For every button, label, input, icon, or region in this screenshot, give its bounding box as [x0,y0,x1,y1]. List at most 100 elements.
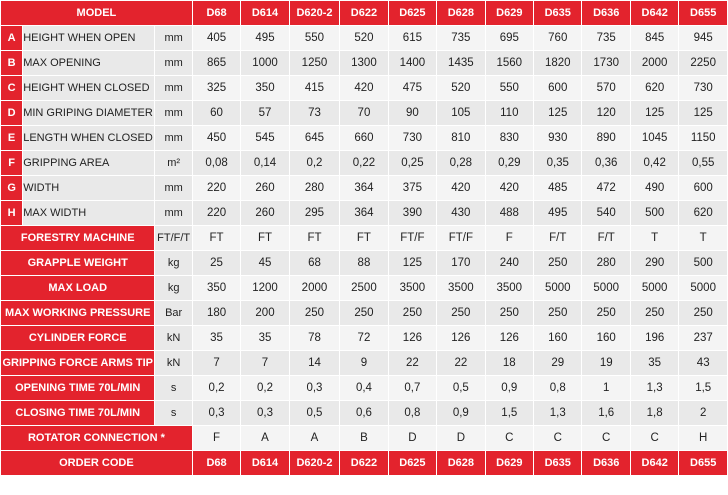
spec-value: 3500 [484,275,535,301]
dimension-value: 1435 [436,50,486,76]
spec-value: 0,8 [387,400,438,426]
spec-value: 29 [533,350,583,376]
dimension-value: 520 [436,75,486,101]
dimension-value: 350 [240,75,290,101]
dimension-value: 260 [240,200,290,226]
spec-value: 25 [191,250,242,276]
dimension-value: 60 [191,100,242,126]
order-code: D614 [240,450,290,476]
dimension-value: 730 [387,125,438,151]
spec-label: MAX LOAD [0,275,156,301]
spec-value: 250 [678,300,728,326]
dimension-letter: C [0,75,24,101]
dimension-value: 405 [191,25,242,51]
dimension-value: 415 [288,75,341,101]
spec-value: 7 [191,350,242,376]
spec-value: 350 [191,275,242,301]
spec-value: 250 [484,300,535,326]
spec-value: 160 [533,325,583,351]
spec-value: 3500 [387,275,438,301]
dimension-value: 1300 [339,50,389,76]
spec-value: 237 [678,325,728,351]
dimension-value: 735 [581,25,631,51]
model-name: D620-2 [288,0,341,26]
dimension-value: 0,14 [240,150,290,176]
spec-value: 0,3 [288,375,341,401]
spec-value: 5000 [533,275,583,301]
spec-row: GRAPPLE WEIGHT kg 25 45 68 88 125 170 240 250 280 2… [0,250,728,276]
spec-value: 0,3 [191,400,242,426]
dimension-value: 600 [678,175,728,201]
dimension-label: MAX WIDTH [22,200,156,226]
spec-value: 0,5 [436,375,486,401]
spec-value: 250 [533,300,583,326]
dimension-letter: E [0,125,24,151]
spec-value: 125 [387,250,438,276]
model-name: D655 [678,0,728,26]
dimension-letter: H [0,200,24,226]
spec-value: 0,8 [533,375,583,401]
dimension-value: 890 [581,125,631,151]
dimension-label: MIN GRIPING DIAMETER [22,100,156,126]
dimension-value: 1000 [240,50,290,76]
dimension-unit: mm [154,75,193,101]
dimension-value: 0,29 [484,150,535,176]
spec-unit: s [154,375,193,401]
dimension-value: 125 [629,100,680,126]
dimension-value: 0,36 [581,150,631,176]
spec-value: F [484,225,535,251]
dimension-value: 450 [191,125,242,151]
spec-value: T [629,225,680,251]
dimension-row: H MAX WIDTH mm 220 260 295 364 390 430 488 495 540 5… [0,200,728,226]
dimension-value: 620 [678,200,728,226]
spec-value: T [678,225,728,251]
spec-value: 3500 [436,275,486,301]
dimension-value: 488 [484,200,535,226]
spec-value: 2 [678,400,728,426]
spec-value: 0,2 [240,375,290,401]
spec-value: 45 [240,250,290,276]
dimension-value: 90 [387,100,438,126]
dimension-value: 570 [581,75,631,101]
dimension-value: 364 [339,175,389,201]
dimension-row: G WIDTH mm 220 260 280 364 375 420 420 485 472 490 60… [0,175,728,201]
dimension-value: 845 [629,25,680,51]
spec-label: MAX WORKING PRESSURE [0,300,156,326]
spec-value: 35 [629,350,680,376]
spec-unit: kg [154,275,193,301]
dimension-value: 810 [436,125,486,151]
spec-value: FT [288,225,341,251]
dimension-value: 495 [240,25,290,51]
dimension-value: 0,25 [387,150,438,176]
rotator-value: C [533,425,583,451]
dimension-value: 830 [484,125,535,151]
dimension-value: 375 [387,175,438,201]
spec-value: 2000 [288,275,341,301]
spec-value: 126 [436,325,486,351]
dimension-value: 1730 [581,50,631,76]
dimension-row: D MIN GRIPING DIAMETER mm 60 57 73 70 90 105 110 1… [0,100,728,126]
dimension-letter: B [0,50,24,76]
dimension-value: 695 [484,25,535,51]
dimension-value: 280 [288,175,341,201]
rotator-value: C [629,425,680,451]
spec-row: CYLINDER FORCE kN 35 35 78 72 126 126 126 160 160 1… [0,325,728,351]
order-code: D636 [581,450,631,476]
spec-label: OPENING TIME 70L/MIN [0,375,156,401]
rotator-value: A [288,425,341,451]
dimension-value: 110 [484,100,535,126]
spec-value: 0,7 [387,375,438,401]
spec-value: 180 [191,300,242,326]
dimension-label: WIDTH [22,175,156,201]
dimension-value: 1400 [387,50,438,76]
dimension-value: 550 [484,75,535,101]
spec-value: 43 [678,350,728,376]
dimension-row: F GRIPPING AREA m² 0,08 0,14 0,2 0,22 0,25 0,28 0… [0,150,728,176]
spec-value: 160 [581,325,631,351]
dimension-value: 2250 [678,50,728,76]
rotator-value: F [191,425,242,451]
dimension-value: 0,35 [533,150,583,176]
dimension-unit: mm [154,175,193,201]
dimension-value: 120 [581,100,631,126]
spec-value: 126 [484,325,535,351]
